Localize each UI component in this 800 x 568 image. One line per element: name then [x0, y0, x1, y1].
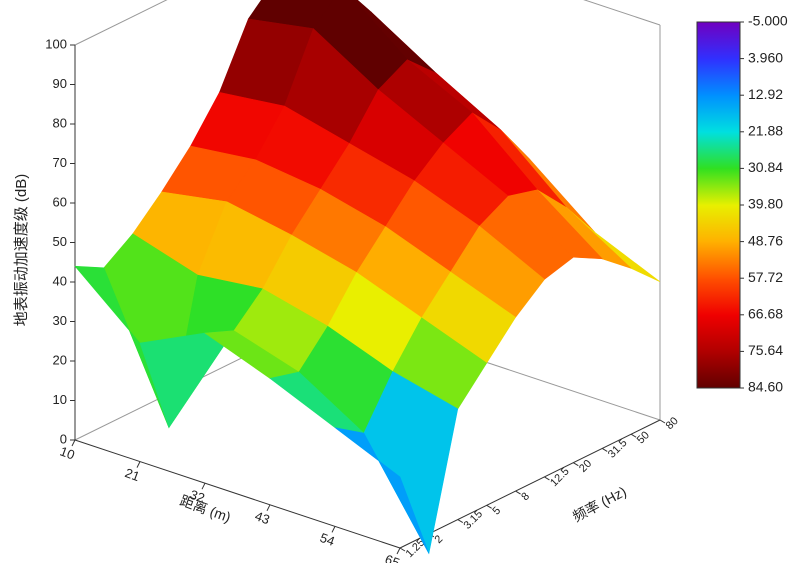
box-edge — [74, 439, 401, 549]
surface-patch — [139, 330, 235, 429]
colorbar-tick-label: 57.72 — [748, 269, 783, 285]
z-tick-label: 40 — [53, 273, 67, 288]
y-tick-label: 3.15 — [461, 508, 485, 532]
y-tick-label: 31.5 — [606, 437, 630, 461]
colorbar-tick-label: 48.76 — [748, 232, 783, 248]
x-tick — [266, 504, 271, 512]
y-axis-label: 频率 (Hz) — [570, 483, 629, 525]
y-tick — [630, 433, 637, 438]
colorbar-segment — [697, 168, 740, 206]
y-tick — [573, 462, 579, 467]
z-tick-label: 80 — [53, 115, 67, 130]
z-tick-label: 20 — [53, 352, 67, 367]
z-tick-label: 60 — [53, 194, 67, 209]
colorbar-segment — [697, 22, 740, 60]
colorbar-tick-label: 84.60 — [748, 379, 783, 395]
z-tick-label: 50 — [53, 234, 67, 249]
y-tick-label: 12.5 — [548, 465, 572, 489]
y-tick — [457, 519, 464, 523]
colorbar-segment — [697, 278, 740, 316]
y-tick-label: 2 — [433, 533, 446, 546]
colorbar-tick-label: 12.92 — [748, 86, 783, 102]
x-tick — [396, 547, 401, 555]
z-tick-label: 0 — [60, 431, 67, 446]
y-tick — [515, 490, 521, 495]
colorbar-tick-label: 39.80 — [748, 196, 783, 212]
x-tick-label: 21 — [123, 465, 142, 484]
y-tick-label: 50 — [635, 429, 652, 446]
colorbar-segment — [697, 351, 740, 389]
y-tick — [544, 476, 550, 481]
y-tick-label: 20 — [577, 458, 594, 475]
colorbar-tick-label: 30.84 — [748, 159, 783, 175]
box-edge — [74, 0, 168, 46]
z-tick-label: 90 — [53, 76, 67, 91]
colorbar-tick-label: 75.64 — [748, 342, 783, 358]
colorbar-segment — [697, 241, 740, 279]
z-axis-label: 地表振动加速度级 (dB) — [13, 174, 30, 327]
colorbar-segment — [697, 131, 740, 169]
x-tick-label: 10 — [58, 443, 77, 462]
z-tick-label: 70 — [53, 155, 67, 170]
z-tick-label: 100 — [45, 36, 67, 51]
z-tick-label: 10 — [53, 392, 67, 407]
y-tick-label: 80 — [664, 415, 681, 432]
x-tick — [71, 439, 76, 447]
y-tick-label: 8 — [519, 490, 532, 503]
colorbar-segment — [697, 58, 740, 96]
colorbar-segment — [697, 95, 740, 133]
z-tick-label: 30 — [53, 313, 67, 328]
x-tick — [331, 526, 336, 533]
box-edge — [583, 0, 661, 26]
colorbar-tick-label: 3.960 — [748, 49, 783, 65]
y-tick — [659, 419, 666, 424]
y-tick — [601, 448, 608, 452]
colorbar-segment — [697, 314, 740, 352]
colorbar-segment — [697, 205, 740, 243]
x-tick-label: 54 — [318, 530, 337, 549]
x-tick-label: 32 — [188, 487, 207, 506]
x-tick-label: 65 — [383, 551, 402, 563]
colorbar-tick-label: 21.88 — [748, 123, 783, 139]
y-tick-label: 5 — [490, 505, 503, 518]
colorbar-tick-label: 66.68 — [748, 306, 783, 322]
box-edge — [399, 419, 661, 549]
x-axis-label: 距离 (m) — [178, 492, 233, 525]
x-tick — [136, 461, 141, 468]
y-tick — [399, 547, 406, 552]
x-tick — [201, 482, 206, 490]
y-tick — [486, 504, 492, 509]
colorbar-tick-label: -5.000 — [748, 13, 788, 29]
x-tick-label: 43 — [253, 508, 272, 527]
surface-patch — [334, 427, 430, 554]
